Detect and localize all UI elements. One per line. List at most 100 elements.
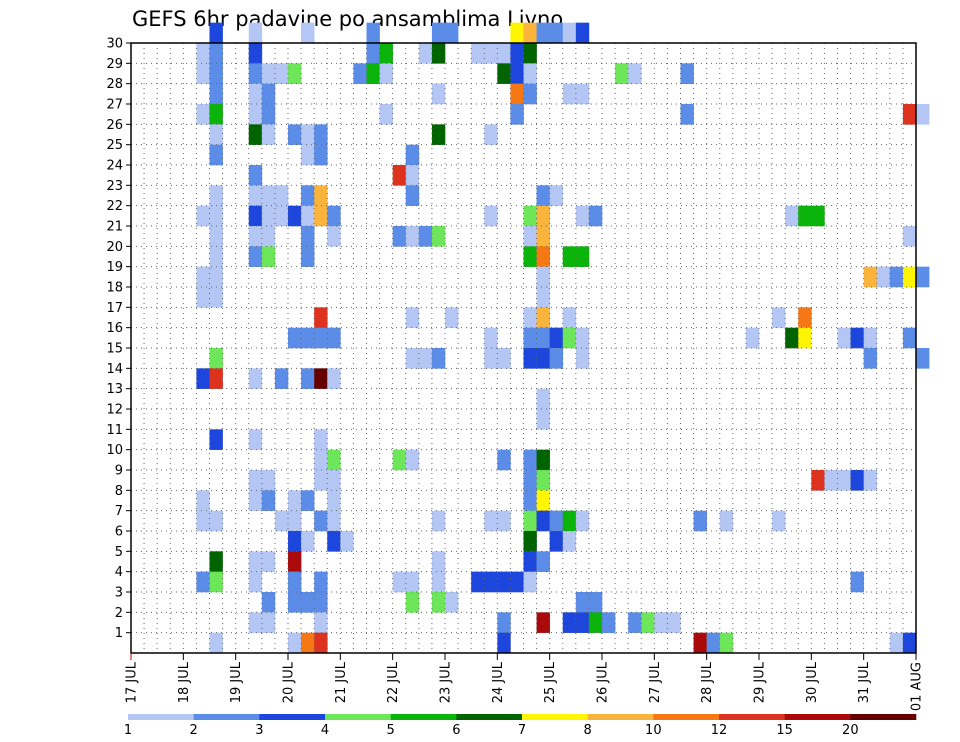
heatmap-cell xyxy=(301,592,315,613)
heatmap-cell xyxy=(876,266,891,288)
heatmap-cell xyxy=(510,571,524,593)
colorbar-label: 20 xyxy=(842,723,859,738)
heatmap-cell xyxy=(510,22,524,44)
y-tick-label: 18 xyxy=(106,281,123,296)
heatmap-cell xyxy=(575,612,590,633)
heatmap-cell xyxy=(327,226,341,247)
heatmap-cell xyxy=(392,226,407,247)
heatmap-cell xyxy=(405,226,420,247)
heatmap-cell xyxy=(248,226,263,247)
heatmap-cell xyxy=(916,348,930,369)
heatmap-cell xyxy=(301,327,315,349)
heatmap-cell xyxy=(392,449,407,471)
heatmap-cell xyxy=(248,124,263,145)
heatmap-cell xyxy=(379,63,393,84)
heatmap-cell xyxy=(562,327,577,349)
heatmap-cell xyxy=(706,632,721,654)
y-tick-label: 11 xyxy=(106,423,123,438)
heatmap-cell xyxy=(431,348,446,369)
heatmap-cell xyxy=(248,246,263,267)
colorbar-label: 10 xyxy=(645,723,662,738)
heatmap-cell xyxy=(549,510,564,532)
colorbar-swatch xyxy=(390,714,457,720)
heatmap-cell xyxy=(575,83,590,105)
heatmap-cell xyxy=(366,22,380,44)
heatmap-cell xyxy=(209,226,223,247)
heatmap-cell xyxy=(248,612,263,633)
y-tick-label: 26 xyxy=(106,118,123,133)
heatmap-cell xyxy=(301,144,315,166)
heatmap-cell xyxy=(837,470,851,491)
heatmap-cell xyxy=(497,63,511,84)
y-tick-label: 10 xyxy=(106,443,123,458)
heatmap-cell xyxy=(497,449,511,471)
x-tick-label: 17 JUL xyxy=(125,661,140,703)
heatmap-cell xyxy=(261,124,276,145)
heatmap-cell xyxy=(196,571,210,593)
heatmap-cell xyxy=(536,348,550,369)
heatmap-cell xyxy=(575,327,590,349)
heatmap-cell xyxy=(523,83,537,105)
heatmap-cell xyxy=(902,327,917,349)
heatmap-cell xyxy=(536,226,550,247)
heatmap-cell xyxy=(431,83,446,105)
heatmap-cell xyxy=(314,307,328,328)
heatmap-cell xyxy=(719,632,734,654)
heatmap-cell xyxy=(850,571,864,593)
heatmap-cell xyxy=(392,165,407,186)
heatmap-cell xyxy=(314,571,328,593)
heatmap-cell xyxy=(314,124,328,145)
heatmap-cell xyxy=(288,632,302,654)
y-tick-label: 9 xyxy=(115,464,123,479)
heatmap-cell xyxy=(248,551,263,572)
heatmap-cell xyxy=(314,510,328,532)
heatmap-cell xyxy=(471,571,485,593)
heatmap-cell xyxy=(405,348,420,369)
heatmap-cell xyxy=(248,165,263,186)
heatmap-cell xyxy=(327,510,341,532)
heatmap-cell xyxy=(248,43,263,64)
heatmap-cell xyxy=(261,185,276,206)
heatmap-cell xyxy=(680,63,694,84)
heatmap-cell xyxy=(575,246,590,267)
heatmap-cell xyxy=(850,327,864,349)
colorbar-label: 7 xyxy=(518,723,526,738)
heatmap-cell xyxy=(379,104,393,125)
colorbar-label: 8 xyxy=(584,723,592,738)
heatmap-cell xyxy=(261,104,276,125)
heatmap-cell xyxy=(536,388,550,410)
heatmap-cell xyxy=(209,185,223,206)
colorbar-label: 6 xyxy=(452,723,460,738)
heatmap-cell xyxy=(523,490,537,511)
heatmap-cell xyxy=(196,266,210,288)
heatmap-cell xyxy=(248,104,263,125)
heatmap-cell xyxy=(785,205,799,227)
colorbar-swatch xyxy=(193,714,260,720)
heatmap-cell xyxy=(248,83,263,105)
heatmap-cell xyxy=(588,592,603,613)
heatmap-cell xyxy=(850,470,864,491)
heatmap-cell xyxy=(785,327,799,349)
heatmap-cell xyxy=(209,510,223,532)
heatmap-cell xyxy=(837,327,851,349)
y-tick-label: 4 xyxy=(115,565,123,580)
heatmap-cell xyxy=(536,409,550,430)
colorbar-label: 4 xyxy=(321,723,329,738)
heatmap-cell xyxy=(523,226,537,247)
heatmap-cell xyxy=(523,531,537,552)
colorbar-label: 5 xyxy=(387,723,395,738)
heatmap-cell xyxy=(798,205,812,227)
heatmap-cell xyxy=(431,22,446,44)
heatmap-cell xyxy=(798,327,812,349)
heatmap-cell xyxy=(196,510,210,532)
heatmap-cell xyxy=(902,104,917,125)
heatmap-cell xyxy=(484,124,498,145)
heatmap-cell xyxy=(418,43,433,64)
heatmap-cell xyxy=(340,531,354,552)
heatmap-cell xyxy=(798,307,812,328)
heatmap-cell xyxy=(523,348,537,369)
heatmap-cell xyxy=(327,490,341,511)
y-tick-label: 23 xyxy=(106,179,123,194)
heatmap-cell xyxy=(209,205,223,227)
heatmap-cell xyxy=(301,205,315,227)
